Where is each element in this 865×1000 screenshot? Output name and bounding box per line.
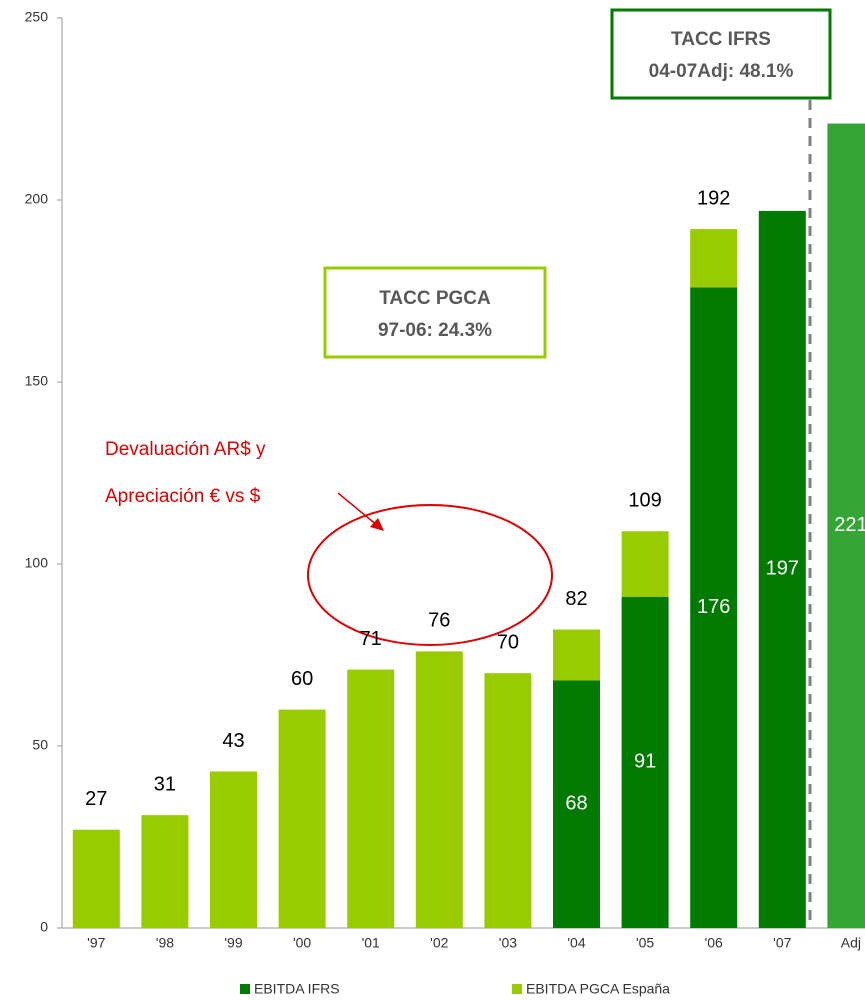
x-tick-label: Adj [841,935,861,951]
bar-segment [72,829,120,928]
bar-segment [210,771,257,928]
box-text: 04-07Adj: 48.1% [649,61,794,82]
value-label: 91 [634,751,656,773]
bar-segment [621,596,669,928]
pgca-box [323,266,547,359]
value-label: 221 [834,514,865,536]
bar-segment [347,669,395,928]
note-text: Apreciación € vs $ [105,486,261,507]
x-tick-label: '01 [362,935,380,951]
legend-label: EBITDA IFRS [254,981,340,997]
total-label: 70 [497,631,519,653]
box-text: TACC IFRS [671,29,771,50]
x-tick-label: '03 [499,935,517,951]
x-tick-label: '04 [567,935,585,951]
total-label: 31 [154,773,176,795]
total-label: 82 [565,588,587,610]
legend-label: EBITDA PGCA España [526,981,670,997]
x-tick-label: '97 [87,935,105,951]
bar-segment [141,815,189,928]
total-label: 109 [628,490,661,512]
ifrs-box [610,8,832,100]
x-tick-label: '98 [156,935,174,951]
highlight-ellipse [307,504,553,646]
total-label: 27 [85,788,107,810]
total-label: 76 [428,610,450,632]
legend-swatch [512,984,522,994]
arrow-head [370,518,384,531]
x-tick-label: '05 [636,935,654,951]
bar-segment [553,680,600,928]
bar-segment [758,210,806,929]
total-label: 60 [291,668,313,690]
value-label: 68 [565,793,587,815]
bar-segment [553,629,600,681]
arrow [337,492,379,527]
bar-segment [690,287,738,928]
total-label: 71 [360,628,382,650]
y-tick-label: 100 [25,555,49,571]
bar-segment [278,709,326,928]
note-text: Devaluación AR$ y [105,439,266,460]
total-label: 192 [697,187,730,209]
value-label: 197 [766,558,799,580]
x-tick-label: '00 [293,935,311,951]
bar-segment [621,531,669,597]
y-tick-label: 200 [25,191,49,207]
total-label: 43 [222,730,244,752]
bar-segment [690,229,738,288]
legend-swatch [240,984,250,994]
y-tick-label: 50 [32,737,48,753]
x-tick-label: '02 [430,935,448,951]
box-text: 97-06: 24.3% [378,320,492,341]
x-tick-label: '99 [224,935,242,951]
y-tick-label: 0 [40,919,48,935]
y-tick-label: 250 [25,9,49,25]
box-text: TACC PGCA [379,288,491,309]
bar-segment [415,651,463,928]
bar-segment [484,673,532,928]
bar-segment [827,123,865,928]
value-label: 176 [697,596,730,618]
y-tick-label: 150 [25,373,49,389]
x-tick-label: '07 [773,935,791,951]
x-tick-label: '06 [705,935,723,951]
